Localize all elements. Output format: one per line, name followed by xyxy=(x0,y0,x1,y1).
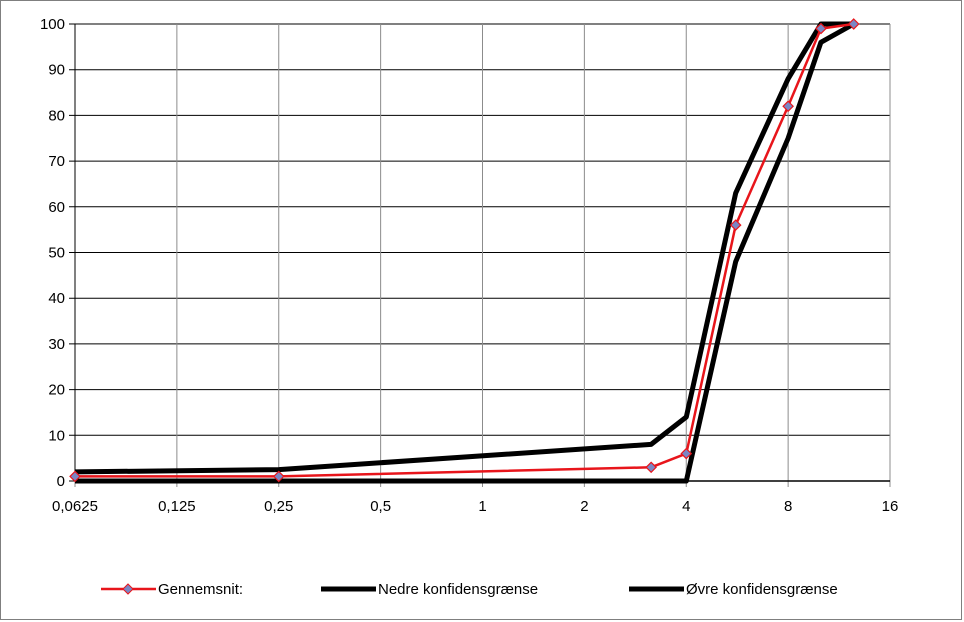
grid-layer xyxy=(69,23,891,487)
x-tick-label: 0,25 xyxy=(264,498,293,515)
legend: Gennemsnit: Nedre konfidensgrænse Øvre kon… xyxy=(101,581,838,598)
data-point xyxy=(680,447,693,460)
tick-layer: 0 10 20 30 40 50 60 70 80 90 100 0,0625 0,125 0,25 0,5… xyxy=(40,16,898,515)
data-point xyxy=(847,18,860,30)
data-point xyxy=(645,461,657,474)
data-point xyxy=(729,219,742,231)
y-tick-label: 80 xyxy=(48,107,65,124)
series-line-0 xyxy=(75,21,855,484)
legend-label: Nedre konfidensgrænse xyxy=(378,581,538,598)
y-tick-label: 40 xyxy=(48,290,65,307)
y-tick-label: 60 xyxy=(48,199,65,216)
x-tick-label: 16 xyxy=(882,498,899,515)
x-tick-label: 8 xyxy=(784,498,792,515)
x-tick-label: 0,0625 xyxy=(52,498,98,515)
legend-label: Øvre konfidensgrænse xyxy=(686,581,838,598)
legend-label: Gennemsnit: xyxy=(158,581,243,598)
x-tick-label: 1 xyxy=(478,498,486,515)
series-line-2 xyxy=(75,22,854,478)
data-point xyxy=(69,470,81,483)
legend-marker xyxy=(122,583,134,595)
y-tick-label: 50 xyxy=(48,245,65,262)
y-tick-label: 10 xyxy=(48,427,65,444)
y-tick-label: 0 xyxy=(57,473,65,490)
data-point xyxy=(272,470,285,483)
y-tick-label: 70 xyxy=(48,153,65,170)
series-line-1 xyxy=(74,21,854,475)
y-tick-label: 100 xyxy=(40,16,65,33)
y-tick-label: 20 xyxy=(48,382,65,399)
data-point xyxy=(815,22,827,35)
x-tick-label: 0,5 xyxy=(370,498,391,515)
x-tick-label: 0,125 xyxy=(158,498,196,515)
x-tick-label: 2 xyxy=(580,498,588,515)
y-tick-label: 30 xyxy=(48,336,65,353)
y-tick-label: 90 xyxy=(48,62,65,79)
x-tick-label: 4 xyxy=(682,498,690,515)
series-layer xyxy=(69,18,860,484)
data-point xyxy=(782,100,794,113)
